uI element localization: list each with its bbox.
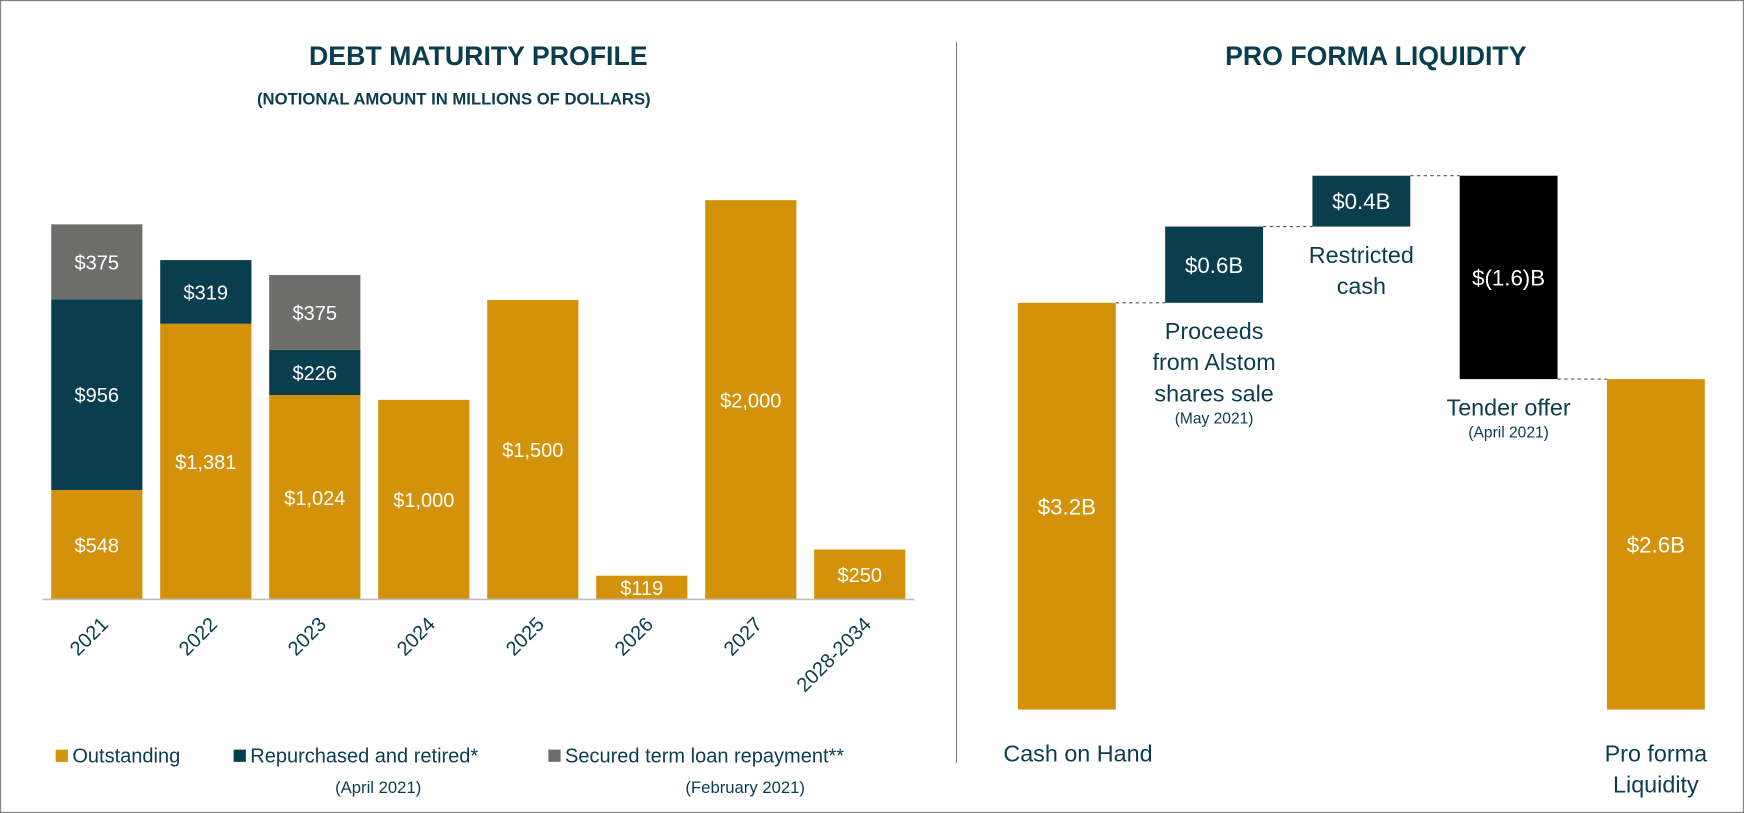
value-label: $2.6B bbox=[1627, 532, 1685, 557]
bar-segment bbox=[487, 300, 579, 600]
bar-segment bbox=[269, 395, 361, 600]
value-label: $0.6B bbox=[1185, 253, 1243, 278]
legend-label: Secured term loan repayment** bbox=[565, 746, 844, 768]
value-label: $2,000 bbox=[720, 390, 781, 412]
category-label: Tender offer bbox=[1447, 394, 1571, 420]
bar bbox=[1017, 302, 1116, 710]
value-label: $548 bbox=[75, 535, 120, 557]
legend-swatch bbox=[548, 749, 561, 762]
category-label: Liquidity bbox=[1613, 771, 1699, 797]
bar-segment bbox=[596, 575, 688, 600]
value-label: $250 bbox=[838, 565, 883, 587]
bar-segment bbox=[269, 275, 361, 350]
legend-label: Outstanding bbox=[72, 746, 180, 768]
category-label: cash bbox=[1337, 273, 1386, 299]
value-label: $119 bbox=[620, 578, 663, 600]
bar-segment bbox=[160, 260, 252, 324]
bar-segment bbox=[51, 490, 143, 600]
category-label: Pro forma bbox=[1605, 740, 1707, 766]
value-label: $0.4B bbox=[1332, 189, 1390, 214]
value-label: $956 bbox=[75, 385, 120, 407]
legend-note: (February 2021) bbox=[685, 778, 805, 797]
bar-segment bbox=[814, 549, 906, 600]
bar bbox=[1165, 226, 1264, 303]
bar-segment bbox=[160, 323, 252, 600]
bar bbox=[1312, 175, 1411, 227]
bar-segment bbox=[269, 349, 361, 396]
bar bbox=[1606, 379, 1705, 710]
category-note: (April 2021) bbox=[1468, 425, 1548, 442]
bar-segment bbox=[705, 200, 797, 600]
value-label: $375 bbox=[293, 303, 338, 325]
value-label: $1,000 bbox=[393, 490, 454, 512]
category-label: Cash on Hand bbox=[1003, 740, 1152, 766]
category-label: Proceeds bbox=[1165, 318, 1264, 344]
legend-label: Repurchased and retired* bbox=[250, 746, 478, 768]
category-note: (May 2021) bbox=[1175, 411, 1254, 428]
category-label: from Alstom bbox=[1152, 349, 1275, 375]
legend-note: (April 2021) bbox=[335, 778, 421, 797]
category-label: Restricted bbox=[1309, 242, 1414, 268]
chart-title: DEBT MATURITY PROFILE bbox=[309, 41, 648, 71]
bar-segment bbox=[51, 299, 143, 491]
bar-segment bbox=[378, 399, 470, 600]
value-label: $1,381 bbox=[175, 452, 236, 474]
value-label: $375 bbox=[75, 252, 120, 274]
value-label: $3.2B bbox=[1038, 494, 1096, 519]
legend-swatch bbox=[233, 749, 246, 762]
chart-subtitle: (NOTIONAL AMOUNT IN MILLIONS OF DOLLARS) bbox=[257, 90, 651, 109]
value-label: $(1.6)B bbox=[1472, 266, 1545, 291]
legend-swatch bbox=[55, 749, 68, 762]
chart-title: PRO FORMA LIQUIDITY bbox=[1225, 41, 1527, 71]
bar-segment bbox=[51, 224, 143, 300]
value-label: $1,500 bbox=[502, 440, 563, 462]
bar bbox=[1459, 175, 1558, 380]
value-label: $226 bbox=[293, 363, 338, 385]
category-label: shares sale bbox=[1154, 380, 1273, 406]
value-label: $1,024 bbox=[284, 488, 345, 510]
value-label: $319 bbox=[184, 282, 229, 304]
